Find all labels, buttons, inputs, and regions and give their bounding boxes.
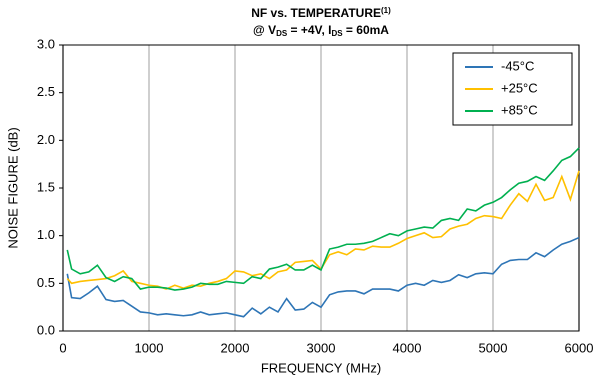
legend-label: -45°C bbox=[501, 58, 534, 73]
chart-title-group: NF vs. TEMPERATURE(1) bbox=[251, 6, 391, 20]
x-tick-label: 1000 bbox=[135, 340, 164, 355]
x-tick-label: 5000 bbox=[479, 340, 508, 355]
y-tick-label: 0.5 bbox=[37, 275, 55, 290]
chart-subtitle: @ VDS = +4V, IDS = 60mA bbox=[253, 23, 389, 38]
y-axis-label: NOISE FIGURE (dB) bbox=[5, 127, 20, 248]
chart-title: NF vs. TEMPERATURE bbox=[251, 6, 381, 20]
subtitle-part: @ V bbox=[253, 23, 276, 37]
subtitle-part: DS bbox=[331, 29, 343, 38]
y-tick-label: 0.0 bbox=[37, 322, 55, 337]
y-tick-label: 3.0 bbox=[37, 36, 55, 51]
series-line bbox=[66, 147, 580, 291]
series-line bbox=[66, 236, 580, 318]
y-tick-label: 2.0 bbox=[37, 132, 55, 147]
y-tick-label: 2.5 bbox=[37, 84, 55, 99]
series-line bbox=[66, 170, 580, 290]
x-tick-label: 6000 bbox=[565, 340, 594, 355]
subtitle-part: DS bbox=[276, 29, 288, 38]
legend-label: +85°C bbox=[501, 102, 538, 117]
x-tick-label: 0 bbox=[59, 340, 66, 355]
title-note: (1) bbox=[381, 6, 391, 15]
y-tick-label: 1.5 bbox=[37, 179, 55, 194]
x-tick-label: 2000 bbox=[221, 340, 250, 355]
subtitle-part: = 60mA bbox=[343, 23, 390, 37]
legend-label: +25°C bbox=[501, 80, 538, 95]
x-tick-label: 4000 bbox=[393, 340, 422, 355]
x-axis-label: FREQUENCY (MHz) bbox=[261, 360, 381, 375]
y-tick-label: 1.0 bbox=[37, 227, 55, 242]
plot-frame bbox=[62, 44, 580, 332]
subtitle-part: = +4V, I bbox=[287, 23, 331, 37]
x-tick-label: 3000 bbox=[307, 340, 336, 355]
